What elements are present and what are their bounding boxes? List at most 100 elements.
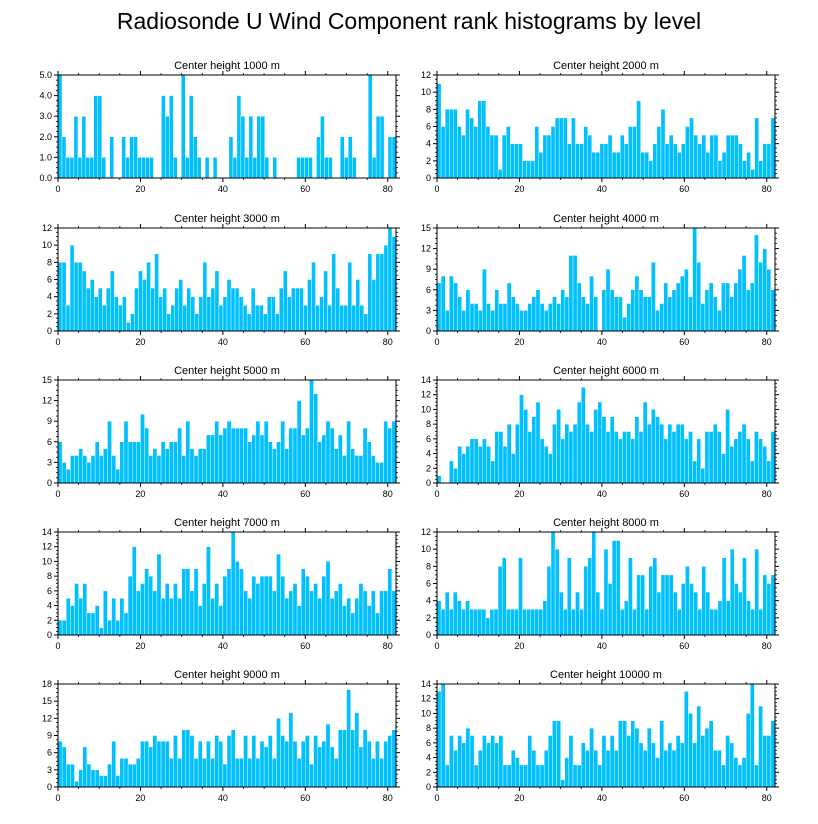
bar [527, 431, 532, 484]
bar [156, 455, 162, 484]
bar [371, 758, 376, 788]
bar [82, 583, 88, 636]
x-tick-label: 20 [514, 489, 524, 499]
bar [518, 143, 523, 179]
bar [762, 574, 768, 636]
bar [327, 305, 332, 332]
bar [137, 157, 142, 179]
bar [585, 303, 590, 332]
bar [705, 152, 711, 179]
bar [57, 262, 63, 332]
bar [572, 255, 578, 332]
bar [681, 143, 686, 179]
bar [564, 296, 570, 332]
bar [486, 742, 491, 788]
bar [469, 303, 475, 332]
bar [387, 568, 393, 636]
bar [473, 303, 479, 332]
bar [239, 568, 244, 636]
bar [317, 746, 322, 788]
bar [622, 317, 627, 332]
x-tick-label: 20 [135, 793, 145, 803]
bar [680, 742, 685, 788]
y-tick-label: 12 [421, 694, 431, 704]
bar [251, 735, 257, 788]
bar [542, 134, 548, 179]
bar [74, 583, 79, 636]
bar [477, 609, 482, 636]
bar [301, 434, 306, 484]
bar [57, 741, 63, 788]
bar [321, 741, 327, 788]
bar [599, 609, 605, 636]
bar [263, 313, 268, 332]
bar [122, 296, 127, 332]
bar [583, 126, 588, 179]
x-tick-label: 40 [218, 184, 228, 194]
bar [255, 583, 261, 636]
bar [554, 117, 560, 179]
bar [675, 735, 681, 788]
bar [700, 468, 706, 484]
bar [493, 134, 499, 179]
bar [210, 434, 215, 484]
bar [86, 612, 92, 636]
bar [367, 74, 373, 179]
bar [255, 758, 261, 788]
x-tick-label: 40 [597, 793, 607, 803]
bar [263, 575, 269, 636]
x-tick-label: 20 [135, 641, 145, 651]
bar [494, 742, 500, 788]
bar [263, 746, 269, 788]
bar [717, 750, 722, 788]
bar [189, 448, 195, 484]
bar [713, 134, 719, 179]
bar [383, 244, 389, 332]
bar [634, 416, 640, 484]
bar [66, 469, 71, 484]
y-tick-label: 14 [421, 679, 431, 689]
y-tick-label: 3 [426, 305, 431, 315]
y-tick-label: 2 [426, 156, 431, 166]
bar [181, 455, 186, 484]
bar [103, 448, 108, 484]
bar [218, 434, 224, 484]
bar [548, 453, 553, 484]
bar [93, 95, 98, 179]
bar [575, 143, 580, 179]
bar [523, 764, 528, 788]
bar [317, 441, 322, 484]
bar [469, 735, 475, 788]
bar [593, 296, 598, 332]
bar [762, 143, 768, 179]
bar [692, 742, 697, 788]
x-tick-label: 20 [135, 184, 145, 194]
bar [271, 296, 276, 332]
bar [275, 313, 280, 332]
bar [523, 310, 528, 332]
bar [534, 126, 539, 179]
bar [243, 735, 248, 788]
bar [263, 421, 269, 484]
bar [354, 712, 360, 788]
bar [601, 735, 607, 788]
bar [230, 427, 236, 484]
bar [607, 134, 613, 179]
bar [506, 126, 511, 179]
bar [770, 431, 776, 484]
bar [593, 409, 598, 484]
bar [457, 600, 462, 636]
bar [313, 583, 318, 636]
bar [746, 152, 751, 179]
bar [78, 598, 83, 636]
bar [57, 441, 63, 484]
bar [162, 287, 167, 332]
panel-title: Center height 1000 m [174, 60, 280, 72]
y-tick-label: 9 [426, 264, 431, 274]
bar [523, 409, 528, 484]
bar [379, 758, 384, 788]
bar [121, 136, 126, 179]
y-tick-label: 12 [421, 70, 431, 80]
bar [730, 134, 735, 179]
